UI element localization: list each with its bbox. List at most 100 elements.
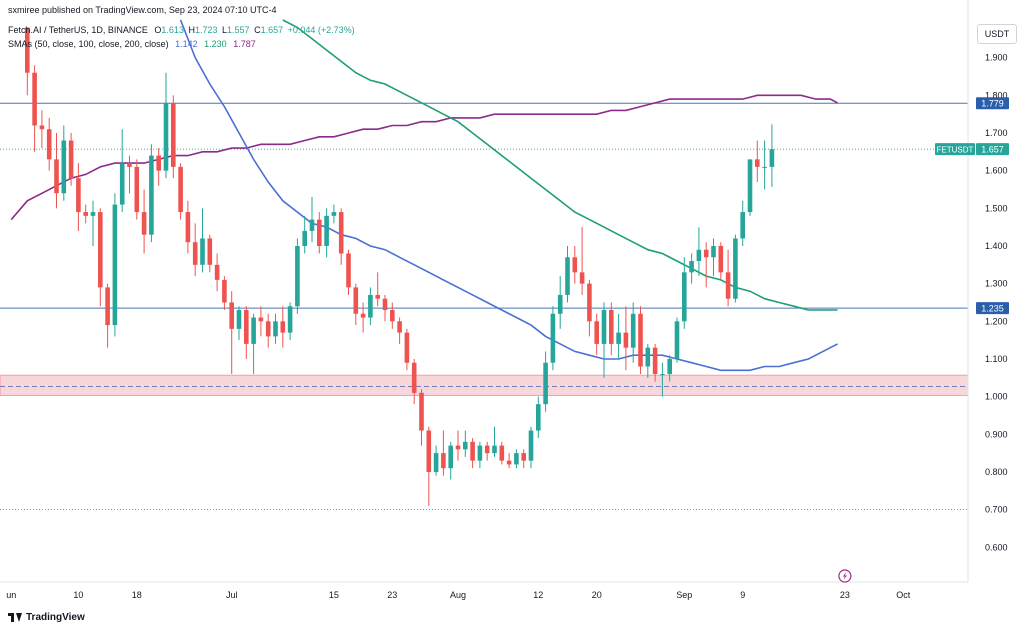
candle-body[interactable] xyxy=(287,306,293,333)
candle-body[interactable] xyxy=(46,129,52,160)
candle-body[interactable] xyxy=(609,310,614,344)
candle-body[interactable] xyxy=(258,317,264,322)
candle-body[interactable] xyxy=(441,453,446,469)
candle-body[interactable] xyxy=(433,453,439,472)
candle-body[interactable] xyxy=(214,264,220,280)
symbol-name-badge[interactable] xyxy=(935,143,975,156)
candle-body[interactable] xyxy=(587,283,592,322)
candle-body[interactable] xyxy=(112,204,118,326)
candle-body[interactable] xyxy=(528,430,534,461)
candle-body[interactable] xyxy=(61,140,67,194)
currency-unit-badge[interactable]: USDT xyxy=(977,24,1017,44)
candle-body[interactable] xyxy=(557,294,563,314)
candle-body[interactable] xyxy=(39,125,45,130)
candle-body[interactable] xyxy=(324,215,329,246)
candle-body[interactable] xyxy=(579,272,585,284)
candle-body[interactable] xyxy=(674,321,680,359)
candle-body[interactable] xyxy=(265,321,271,337)
candle-body[interactable] xyxy=(572,257,578,273)
candle-body[interactable] xyxy=(426,430,432,472)
candle-body[interactable] xyxy=(353,287,359,314)
candle-body[interactable] xyxy=(455,445,461,450)
support-zone[interactable] xyxy=(0,374,969,396)
candle-body[interactable] xyxy=(83,212,88,216)
candle-body[interactable] xyxy=(149,155,154,235)
candle-body[interactable] xyxy=(141,212,147,235)
candle-body[interactable] xyxy=(514,453,519,465)
candle-body[interactable] xyxy=(346,253,351,288)
candle-body[interactable] xyxy=(696,249,702,262)
level-badge[interactable] xyxy=(976,302,1009,315)
candle-body[interactable] xyxy=(638,313,643,367)
candle-body[interactable] xyxy=(682,272,687,322)
candle-body[interactable] xyxy=(368,294,373,318)
candle-body[interactable] xyxy=(499,445,505,461)
candle-body[interactable] xyxy=(236,310,242,329)
candle-body[interactable] xyxy=(317,219,322,246)
candle-body[interactable] xyxy=(119,163,125,205)
candle-body[interactable] xyxy=(390,310,395,322)
candle-body[interactable] xyxy=(98,212,103,288)
candle-body[interactable] xyxy=(616,332,621,344)
candle-body[interactable] xyxy=(565,257,570,295)
candle-body[interactable] xyxy=(755,159,760,167)
candle-body[interactable] xyxy=(251,317,256,344)
candle-body[interactable] xyxy=(90,212,96,216)
candle-body[interactable] xyxy=(331,212,337,216)
candle-body[interactable] xyxy=(484,445,490,454)
candle-body[interactable] xyxy=(375,294,380,299)
candle-body[interactable] xyxy=(550,313,556,363)
level-badge[interactable] xyxy=(976,97,1009,110)
candle-body[interactable] xyxy=(178,166,183,213)
sma50-line[interactable] xyxy=(179,19,838,372)
candle-body[interactable] xyxy=(171,102,176,167)
candle-body[interactable] xyxy=(397,321,402,333)
candle-body[interactable] xyxy=(667,358,672,375)
candle-body[interactable] xyxy=(689,261,694,273)
candle-body[interactable] xyxy=(382,298,388,311)
candle-body[interactable] xyxy=(521,453,526,461)
last-price-badge[interactable] xyxy=(976,143,1009,156)
candle-body[interactable] xyxy=(411,362,417,393)
candle-body[interactable] xyxy=(200,238,205,265)
plot-area[interactable] xyxy=(0,0,968,582)
sma-legend[interactable]: SMAs (50, close, 100, close, 200, close)… xyxy=(8,39,256,49)
candle-body[interactable] xyxy=(543,362,548,405)
candle-body[interactable] xyxy=(733,238,738,299)
candle-body[interactable] xyxy=(404,332,410,363)
candle-body[interactable] xyxy=(25,27,30,73)
candle-body[interactable] xyxy=(747,159,753,213)
candle-body[interactable] xyxy=(711,245,716,258)
candle-body[interactable] xyxy=(134,166,140,213)
candle-body[interactable] xyxy=(54,159,59,194)
candle-body[interactable] xyxy=(163,102,169,171)
candle-body[interactable] xyxy=(192,242,198,265)
candle-body[interactable] xyxy=(68,140,74,179)
candle-body[interactable] xyxy=(207,238,213,265)
candle-body[interactable] xyxy=(229,302,234,329)
candle-body[interactable] xyxy=(718,245,724,273)
candle-body[interactable] xyxy=(762,166,767,168)
candle-body[interactable] xyxy=(703,249,709,258)
candle-body[interactable] xyxy=(470,441,475,461)
candle-body[interactable] xyxy=(623,332,629,348)
candle-body[interactable] xyxy=(280,321,286,333)
candle-body[interactable] xyxy=(492,445,497,454)
candle-body[interactable] xyxy=(295,245,300,307)
candle-body[interactable] xyxy=(630,313,636,348)
candle-body[interactable] xyxy=(601,310,607,344)
candle-body[interactable] xyxy=(127,163,132,167)
candle-body[interactable] xyxy=(506,460,512,465)
symbol-title[interactable]: Fetch.AI / TetherUS, 1D, BINANCE xyxy=(8,25,148,35)
candle-body[interactable] xyxy=(185,212,191,243)
candle-body[interactable] xyxy=(536,404,541,431)
candle-body[interactable] xyxy=(309,219,315,231)
sma100-line[interactable] xyxy=(282,19,838,311)
candle-body[interactable] xyxy=(156,155,161,171)
candle-body[interactable] xyxy=(652,347,658,375)
candle-body[interactable] xyxy=(360,313,366,318)
candle-body[interactable] xyxy=(645,347,651,367)
candle-body[interactable] xyxy=(448,445,453,469)
candle-body[interactable] xyxy=(594,321,599,344)
